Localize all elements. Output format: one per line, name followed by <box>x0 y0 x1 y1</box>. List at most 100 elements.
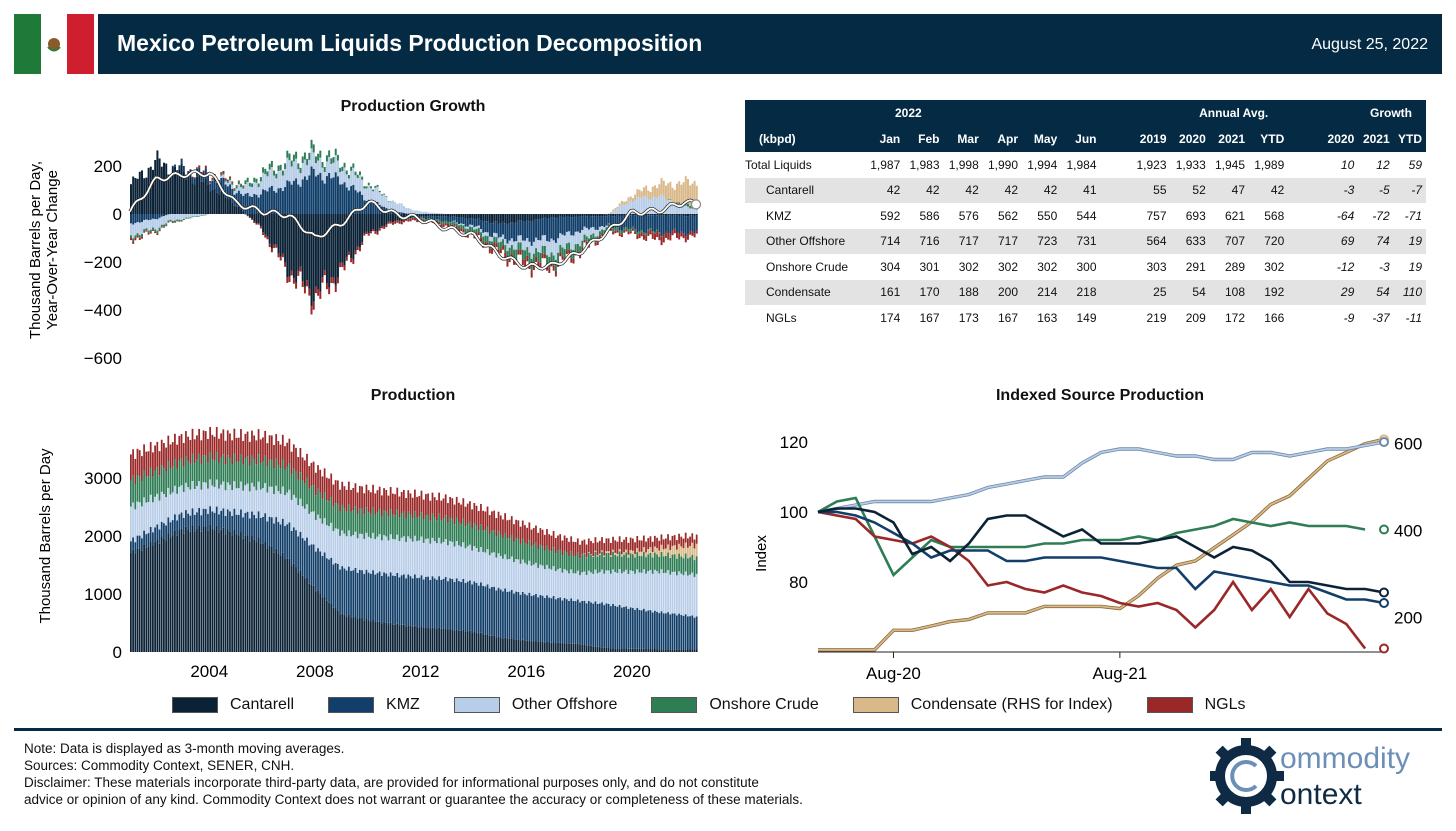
production-bar-segment <box>649 610 652 649</box>
growth-bar-segment <box>618 230 621 234</box>
table-cell: 19 <box>1393 228 1426 254</box>
production-bar-segment <box>598 603 601 648</box>
growth-bar-segment <box>347 214 350 252</box>
production-bar-segment <box>231 464 234 491</box>
growth-bar-segment <box>270 160 273 168</box>
production-bar-segment <box>552 566 555 597</box>
growth-bar-segment <box>246 192 249 214</box>
growth-bar-segment <box>372 203 375 214</box>
production-bar-segment <box>405 541 407 579</box>
growth-bar-segment <box>671 187 674 203</box>
growth-bar-segment <box>259 214 262 227</box>
growth-bar-segment <box>629 196 632 201</box>
growth-bar-segment <box>579 214 582 217</box>
growth-bar-segment <box>361 179 364 195</box>
growth-bar-segment <box>363 186 366 189</box>
growth-bar-segment <box>576 243 579 252</box>
production-bar-segment <box>411 518 414 542</box>
growth-bar-segment <box>290 184 293 214</box>
production-bar-segment <box>592 556 595 574</box>
production-bar-segment <box>486 584 489 635</box>
growth-bar-segment <box>394 201 397 212</box>
production-bar-segment <box>352 570 355 618</box>
production-bar-segment <box>656 537 658 549</box>
production-bar-segment <box>202 482 205 509</box>
growth-bar-segment <box>667 214 670 216</box>
growth-bar-segment <box>532 241 535 254</box>
row-label: KMZ <box>766 208 792 223</box>
growth-bar-segment <box>138 235 141 238</box>
production-bar-segment <box>532 544 535 565</box>
table-cell: 41 <box>1061 177 1101 203</box>
growth-bar-segment <box>554 259 557 271</box>
production-bar-segment <box>572 555 575 574</box>
growth-bar-segment <box>343 162 346 168</box>
growth-bar-segment <box>288 214 291 277</box>
production-bar-segment <box>418 627 421 652</box>
production-bar-segment <box>568 573 570 601</box>
production-bar-segment <box>594 646 597 652</box>
growth-bar-segment <box>559 252 562 257</box>
growth-bar-segment <box>152 229 154 231</box>
production-bar-segment <box>572 541 575 556</box>
production-bar-segment <box>187 436 190 461</box>
production-bar-segment <box>634 557 636 574</box>
production-bar-segment <box>539 544 542 565</box>
production-bar-segment <box>444 628 447 652</box>
growth-bar-segment <box>171 165 174 168</box>
production-bar-segment <box>332 484 335 507</box>
production-bar-segment <box>372 620 374 652</box>
growth-bar-segment <box>299 214 302 267</box>
production-bar-segment <box>625 536 628 550</box>
growth-bar-segment <box>431 216 434 219</box>
production-bar-segment <box>539 564 542 596</box>
growth-bar-segment <box>453 220 456 222</box>
growth-bar-segment <box>200 215 203 216</box>
growth-bar-segment <box>169 176 172 214</box>
growth-bar-segment <box>231 182 234 185</box>
growth-bar-segment <box>325 176 328 214</box>
indexed-series-line <box>818 510 1385 605</box>
production-bar-segment <box>614 554 617 572</box>
production-bar-segment <box>143 444 145 471</box>
growth-bar-segment <box>458 217 461 225</box>
growth-bar-segment <box>554 214 557 219</box>
growth-bar-segment <box>675 215 678 233</box>
growth-bar-segment <box>535 256 538 262</box>
growth-bar-segment <box>422 211 425 214</box>
growth-bar-segment <box>350 170 353 187</box>
production-bar-segment <box>671 554 674 572</box>
net-change-line <box>129 170 697 270</box>
growth-bar-segment <box>383 194 386 207</box>
production-bar-segment <box>422 627 425 652</box>
production-bar-segment <box>204 482 207 509</box>
table-cell: 1,989 <box>1254 157 1285 172</box>
growth-bar-segment <box>411 210 414 214</box>
production-bar-segment <box>541 565 544 596</box>
production-bar-segment <box>548 568 551 598</box>
growth-bar-segment <box>174 220 177 223</box>
production-bar-segment <box>407 511 410 537</box>
growth-bar-segment <box>504 214 507 224</box>
production-bar-segment <box>427 627 429 652</box>
growth-bar-segment <box>636 215 639 233</box>
production-bar-segment <box>273 552 275 652</box>
growth-bar-segment <box>198 165 201 168</box>
production-bar-segment <box>130 480 132 507</box>
growth-bar-segment <box>323 270 326 276</box>
production-bar-segment <box>143 544 145 652</box>
production-bar-segment <box>605 551 608 553</box>
production-bar-segment <box>480 504 482 525</box>
production-bar-segment <box>649 547 652 553</box>
table-column-header: 2021 <box>1209 126 1249 152</box>
production-bar-segment <box>347 614 350 652</box>
table-cell: 302 <box>997 259 1018 274</box>
growth-bar-segment <box>521 259 524 266</box>
production-bar-segment <box>414 625 416 652</box>
production-bar-segment <box>449 497 451 518</box>
table-cell: 592 <box>880 208 901 223</box>
production-bar-segment <box>174 485 176 515</box>
table-row: Condensate 161 170 188 200 214 218 25 54 108 192 29… <box>745 279 1426 305</box>
growth-bar-segment <box>431 212 434 214</box>
production-bar-segment <box>154 445 156 471</box>
